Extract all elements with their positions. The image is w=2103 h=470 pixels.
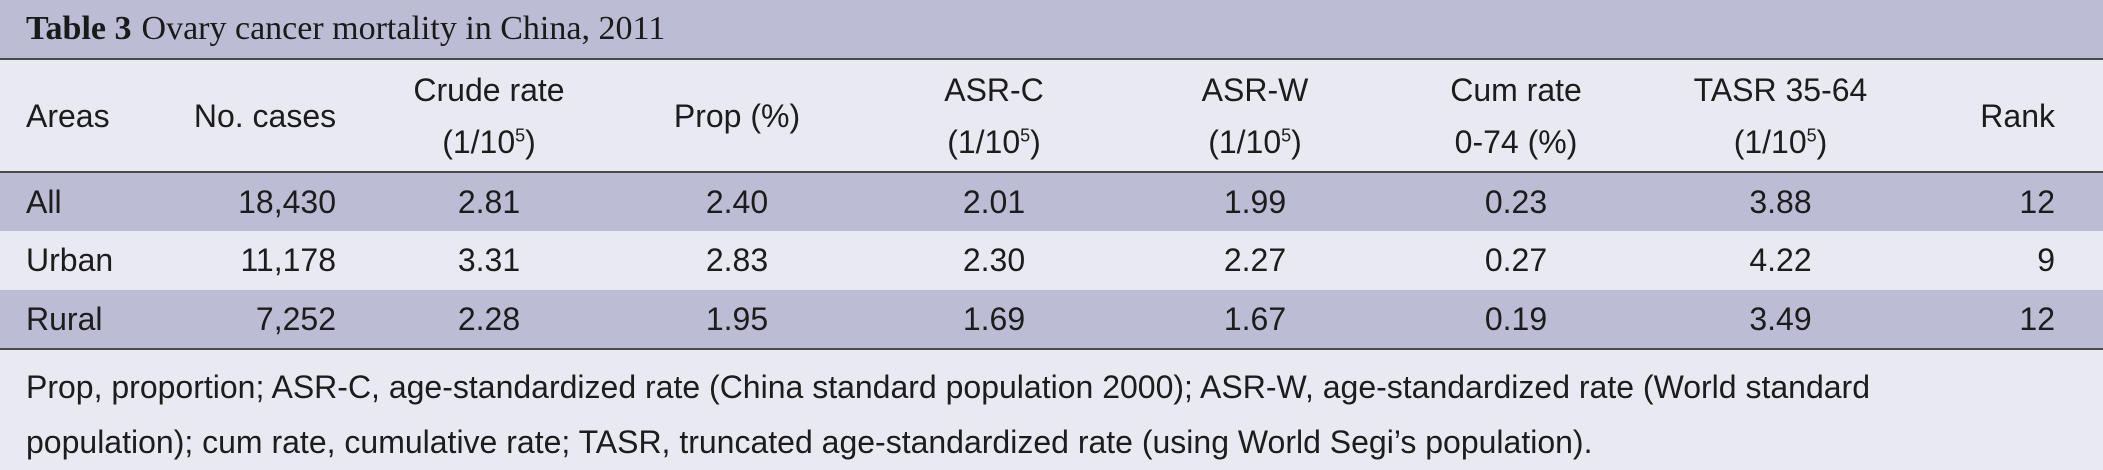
table-footnote: Prop, proportion; ASR-C, age-standardize… bbox=[0, 350, 2103, 470]
header-cum-rate: Cum rate 0-74 (%) bbox=[1384, 60, 1648, 173]
table-caption: Table 3 Ovary cancer mortality in China,… bbox=[0, 0, 2103, 60]
cell-cases: 7,252 bbox=[164, 290, 366, 350]
header-cases: No. cases bbox=[164, 60, 366, 173]
footnote-line-2: population); cum rate, cumulative rate; … bbox=[26, 424, 1593, 460]
cell-prop: 1.95 bbox=[612, 290, 862, 350]
header-tasr: TASR 35-64 (1/105) bbox=[1648, 60, 1913, 173]
cell-cases: 11,178 bbox=[240, 242, 337, 278]
header-asr-w: ASR-W (1/105) bbox=[1126, 60, 1384, 173]
cell-area: Rural bbox=[0, 290, 164, 350]
cell-asr-w: 2.27 bbox=[1223, 242, 1287, 278]
cell-crude: 2.28 bbox=[366, 290, 612, 350]
cell-asr-c: 1.69 bbox=[862, 290, 1126, 350]
header-crude-rate: Crude rate (1/105) bbox=[366, 60, 612, 173]
cell-asr-c: 2.01 bbox=[962, 183, 1026, 220]
cell-tasr: 3.49 bbox=[1648, 290, 1913, 350]
cell-crude: 3.31 bbox=[457, 242, 521, 278]
table-row-urban: Urban 11,178 3.31 2.83 2.30 2.27 0.27 4.… bbox=[0, 231, 2103, 290]
cell-asr-w: 1.67 bbox=[1126, 290, 1384, 350]
cell-tasr: 4.22 bbox=[1749, 242, 1812, 278]
table-row-rural: Rural 7,252 2.28 1.95 1.69 1.67 0.19 3.4… bbox=[0, 290, 2103, 350]
cell-rank: 9 bbox=[2037, 242, 2055, 278]
cell-cum: 0.27 bbox=[1484, 242, 1548, 278]
cell-rank: 12 bbox=[1913, 290, 2103, 350]
table-number: Table 3 bbox=[26, 10, 132, 47]
cell-area: All bbox=[26, 183, 62, 220]
table-row-all: All 18,430 2.81 2.40 2.01 1.99 0.23 3.88… bbox=[0, 172, 2103, 231]
cell-rank: 12 bbox=[2019, 183, 2055, 220]
table-title: Ovary cancer mortality in China, 2011 bbox=[141, 10, 666, 47]
footnote-line-1: Prop, proportion; ASR-C, age-standardize… bbox=[26, 369, 1870, 405]
mortality-table: Areas No. cases Crude rate (1/105) Prop … bbox=[0, 60, 2103, 350]
header-row: Areas No. cases Crude rate (1/105) Prop … bbox=[0, 60, 2103, 173]
cell-prop: 2.83 bbox=[705, 242, 769, 278]
cell-crude: 2.81 bbox=[457, 183, 521, 220]
cell-asr-w: 1.99 bbox=[1223, 183, 1287, 220]
cell-cum: 0.23 bbox=[1484, 183, 1548, 220]
header-rank: Rank bbox=[1913, 60, 2103, 173]
header-prop: Prop (%) bbox=[612, 60, 862, 173]
cell-asr-c: 2.30 bbox=[962, 242, 1026, 278]
cell-cases: 18,430 bbox=[238, 183, 336, 220]
cell-area: Urban bbox=[26, 242, 114, 278]
cell-prop: 2.40 bbox=[705, 183, 769, 220]
header-asr-c: ASR-C (1/105) bbox=[862, 60, 1126, 173]
header-areas: Areas bbox=[0, 60, 164, 173]
cell-cum: 0.19 bbox=[1384, 290, 1648, 350]
cell-tasr: 3.88 bbox=[1749, 183, 1812, 220]
